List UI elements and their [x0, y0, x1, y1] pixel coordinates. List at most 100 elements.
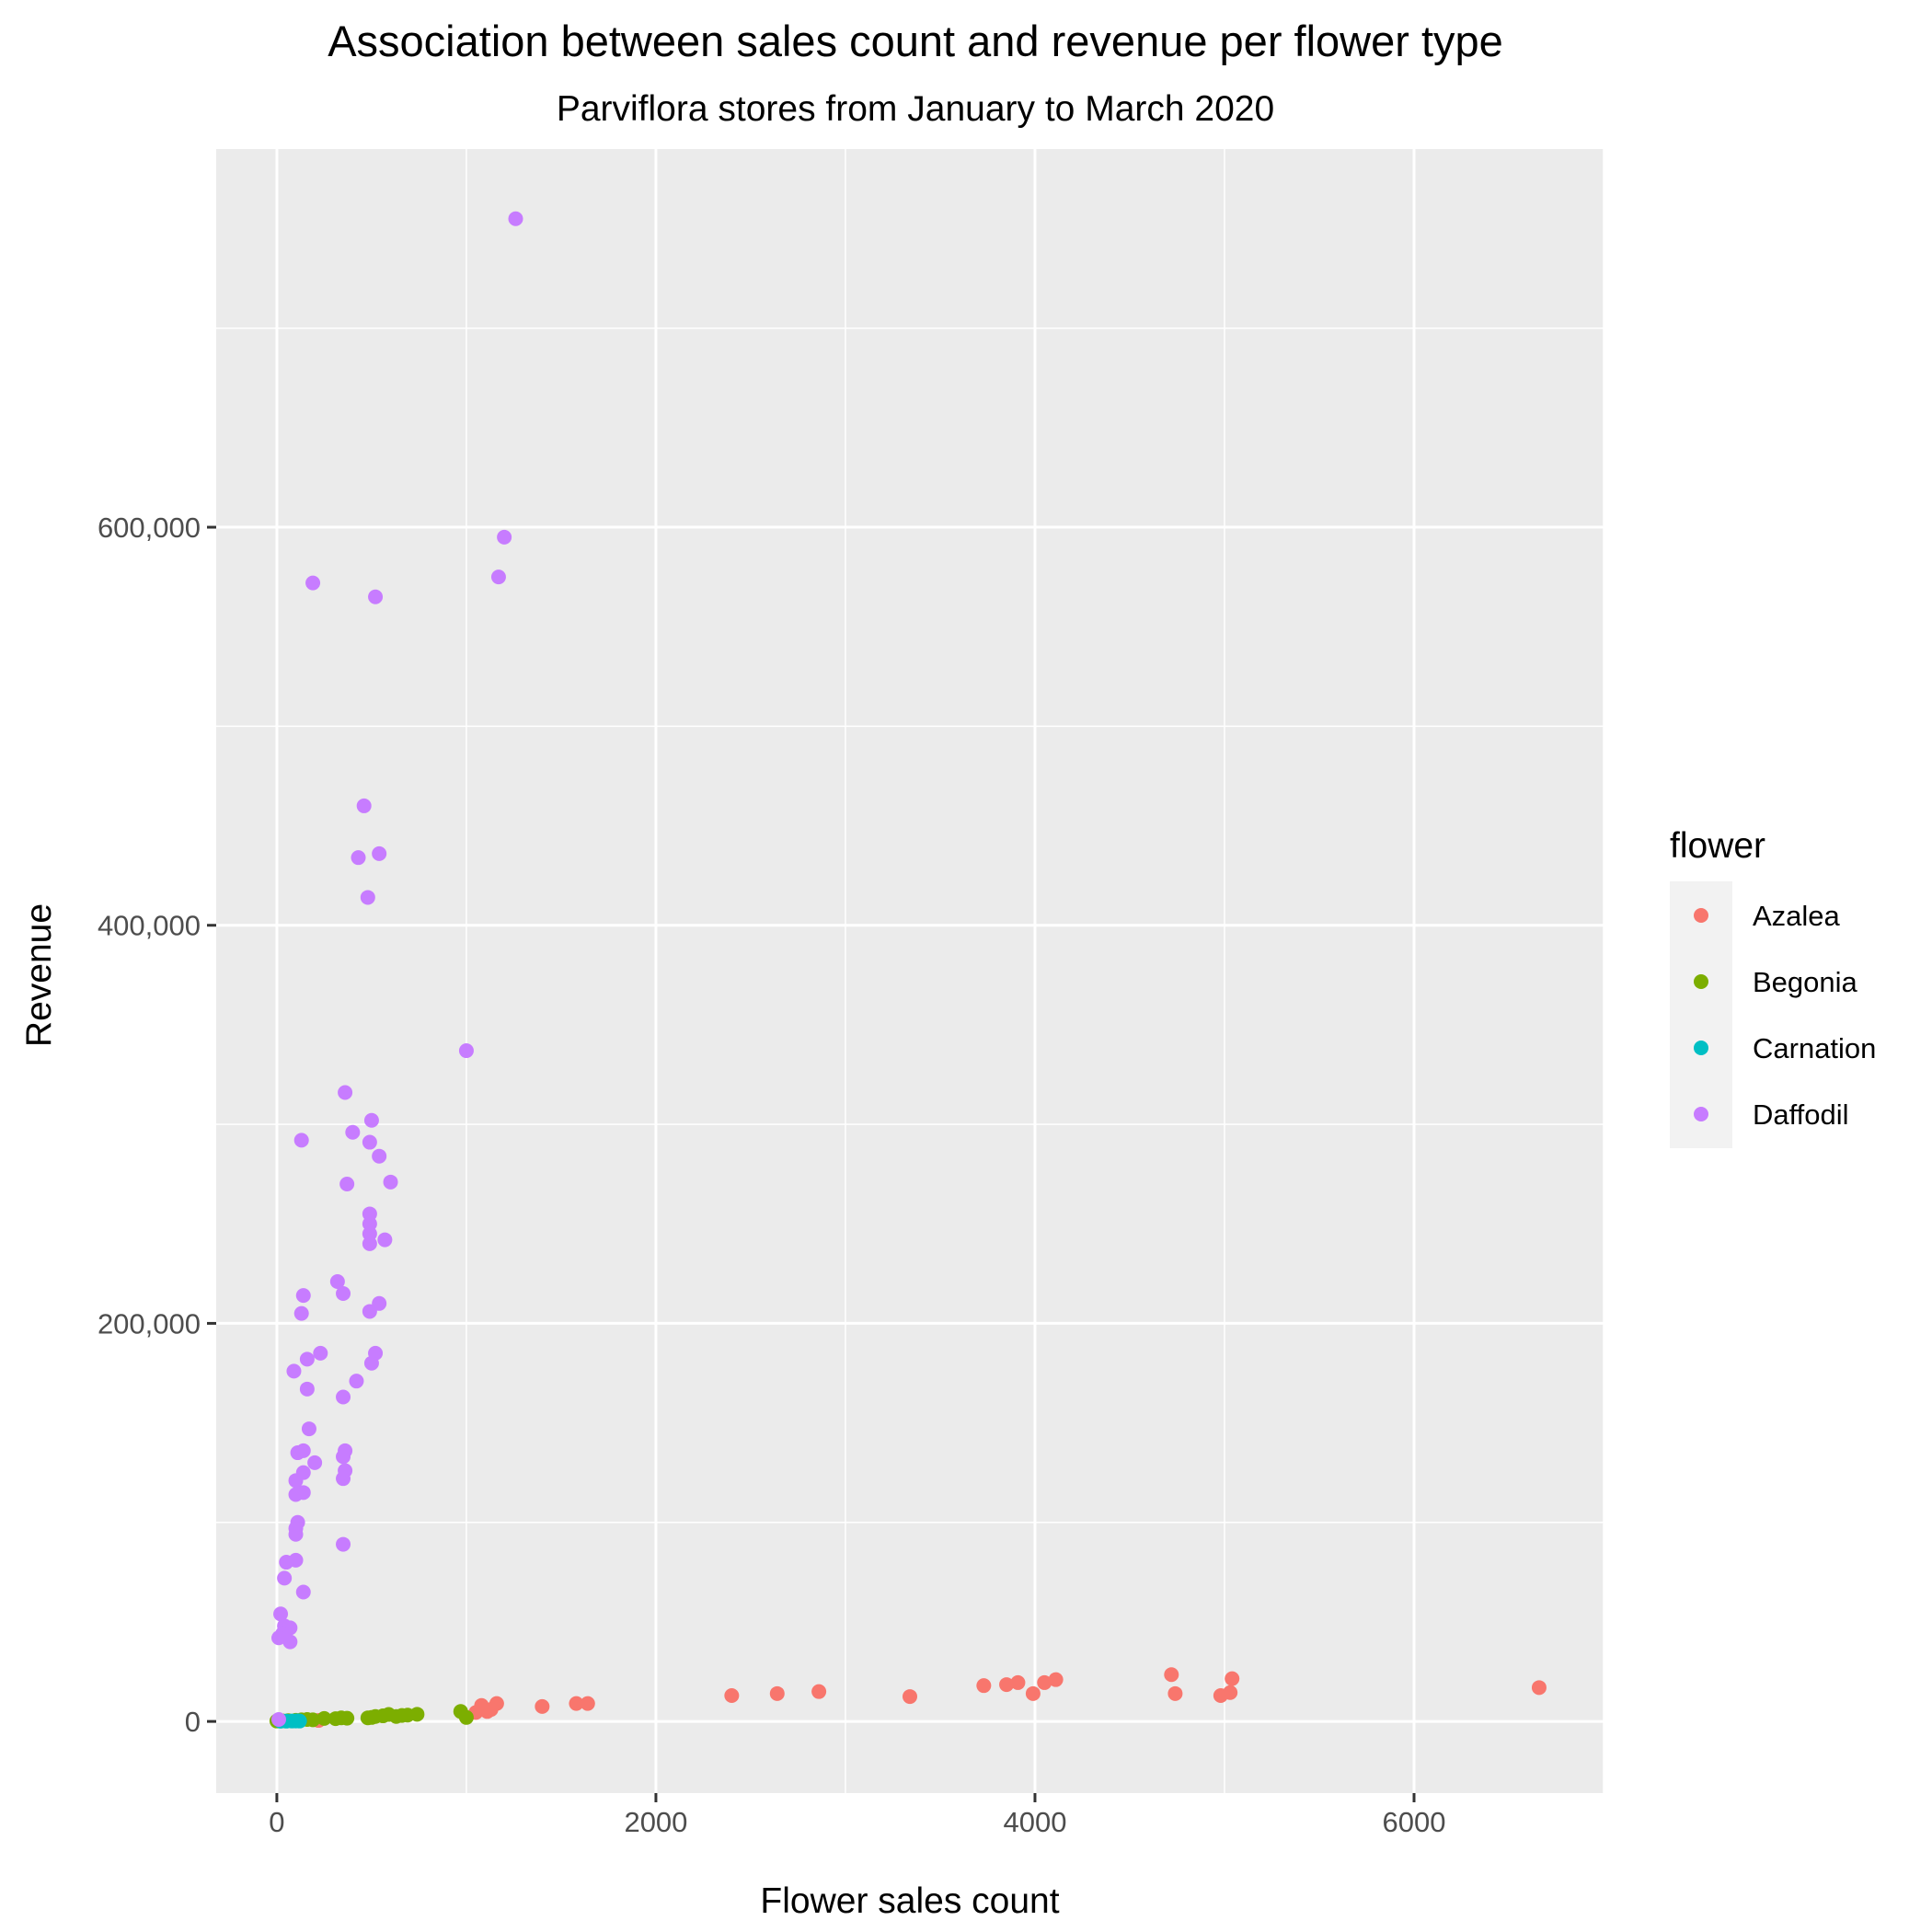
- legend-label-begonia: Begonia: [1753, 966, 1858, 998]
- daffodil-point: [490, 569, 506, 585]
- daffodil-point: [305, 575, 321, 591]
- azalea-point: [769, 1685, 785, 1701]
- legend-keys-background: [1670, 881, 1732, 1148]
- daffodil-point: [301, 1421, 316, 1437]
- daffodil-point: [336, 1389, 351, 1405]
- daffodil-point: [277, 1570, 293, 1586]
- azalea-point: [489, 1696, 504, 1711]
- daffodil-point: [307, 1455, 323, 1470]
- azalea-point: [1010, 1674, 1026, 1690]
- legend-label-azalea: Azalea: [1753, 900, 1841, 932]
- daffodil-point: [293, 1133, 309, 1148]
- daffodil-point: [270, 1711, 286, 1727]
- y-tick-label: 400,000: [98, 910, 201, 942]
- daffodil-point: [299, 1381, 315, 1397]
- daffodil-point: [362, 1236, 377, 1251]
- daffodil-point: [336, 1471, 351, 1487]
- daffodil-point: [497, 529, 512, 545]
- x-tick-label: 0: [269, 1806, 284, 1838]
- daffodil-point: [360, 890, 375, 905]
- daffodil-point: [295, 1584, 311, 1600]
- daffodil-point: [279, 1555, 294, 1570]
- azalea-point: [1025, 1685, 1041, 1701]
- begonia-point: [316, 1710, 332, 1726]
- x-tick-label: 4000: [1003, 1806, 1066, 1838]
- azalea-point: [1164, 1667, 1179, 1683]
- begonia-point: [339, 1710, 355, 1726]
- daffodil-point: [349, 1374, 364, 1389]
- daffodil-point: [288, 1526, 304, 1542]
- azalea-point: [811, 1684, 827, 1699]
- azalea-point: [535, 1698, 550, 1714]
- legend-title: flower: [1670, 826, 1765, 866]
- azalea-point: [569, 1696, 584, 1711]
- daffodil-point: [377, 1232, 393, 1248]
- azalea-point: [1225, 1671, 1240, 1686]
- x-axis-ticks: 0 2000 4000 6000: [269, 1793, 1445, 1838]
- x-tick-label: 2000: [624, 1806, 687, 1838]
- daffodil-point: [339, 1176, 355, 1191]
- daffodil-point: [336, 1536, 351, 1552]
- daffodil-point: [356, 798, 372, 813]
- daffodil-point: [345, 1124, 361, 1140]
- legend-key-daffodil: [1694, 1107, 1708, 1121]
- daffodil-point: [362, 1134, 377, 1150]
- x-axis-title: Flower sales count: [760, 1881, 1059, 1921]
- carnation-point: [292, 1713, 307, 1729]
- azalea-point: [1048, 1672, 1064, 1687]
- daffodil-point: [372, 845, 387, 861]
- azalea-point: [903, 1689, 917, 1705]
- daffodil-point: [290, 1445, 305, 1461]
- x-tick-label: 6000: [1383, 1806, 1446, 1838]
- begonia-point: [409, 1707, 425, 1722]
- y-tick-label: 0: [185, 1706, 201, 1738]
- y-axis-title: Revenue: [19, 903, 59, 1047]
- daffodil-point: [329, 1273, 345, 1289]
- daffodil-point: [270, 1630, 286, 1646]
- daffodil-point: [288, 1487, 304, 1502]
- major-gridlines: [216, 149, 1604, 1793]
- daffodil-point: [383, 1174, 398, 1190]
- y-tick-label: 200,000: [98, 1307, 201, 1340]
- begonia-point: [305, 1712, 321, 1728]
- legend-key-carnation: [1694, 1041, 1708, 1055]
- daffodil-point: [286, 1363, 302, 1379]
- chart-title: Association between sales count and reve…: [328, 17, 1503, 65]
- y-tick-label: 600,000: [98, 512, 201, 544]
- daffodil-point: [288, 1473, 304, 1489]
- daffodil-point: [368, 589, 384, 604]
- daffodil-point: [458, 1043, 474, 1059]
- azalea-point: [999, 1677, 1015, 1693]
- azalea-point: [976, 1678, 992, 1694]
- azalea-point: [724, 1687, 740, 1703]
- daffodil-point: [336, 1285, 351, 1301]
- azalea-point: [1531, 1680, 1547, 1696]
- daffodil-point: [295, 1288, 311, 1304]
- minor-gridlines: [216, 149, 1604, 1793]
- daffodil-point: [363, 1112, 379, 1128]
- daffodil-point: [299, 1351, 315, 1367]
- daffodil-point: [313, 1345, 328, 1361]
- daffodil-point: [282, 1634, 298, 1650]
- y-axis-ticks: 0 200,000 400,000 600,000: [98, 512, 216, 1738]
- daffodil-point: [351, 850, 366, 866]
- daffodil-point: [293, 1305, 309, 1321]
- daffodil-point: [372, 1148, 387, 1164]
- begonia-point: [458, 1709, 474, 1725]
- data-points: [269, 211, 1547, 1729]
- daffodil-point: [508, 211, 523, 226]
- azalea-point: [1223, 1685, 1238, 1700]
- daffodil-point: [362, 1304, 377, 1319]
- legend-label-carnation: Carnation: [1753, 1032, 1876, 1064]
- chart-subtitle: Parviflora stores from January to March …: [557, 89, 1274, 129]
- plot-panel: [216, 149, 1604, 1793]
- legend: flower Azalea Begonia Carnation Daffodil: [1670, 826, 1876, 1148]
- legend-label-daffodil: Daffodil: [1753, 1098, 1849, 1131]
- daffodil-point: [336, 1449, 351, 1465]
- legend-key-azalea: [1694, 908, 1708, 923]
- daffodil-point: [338, 1085, 353, 1100]
- legend-key-begonia: [1694, 974, 1708, 989]
- daffodil-point: [363, 1355, 379, 1371]
- daffodil-point: [273, 1606, 289, 1622]
